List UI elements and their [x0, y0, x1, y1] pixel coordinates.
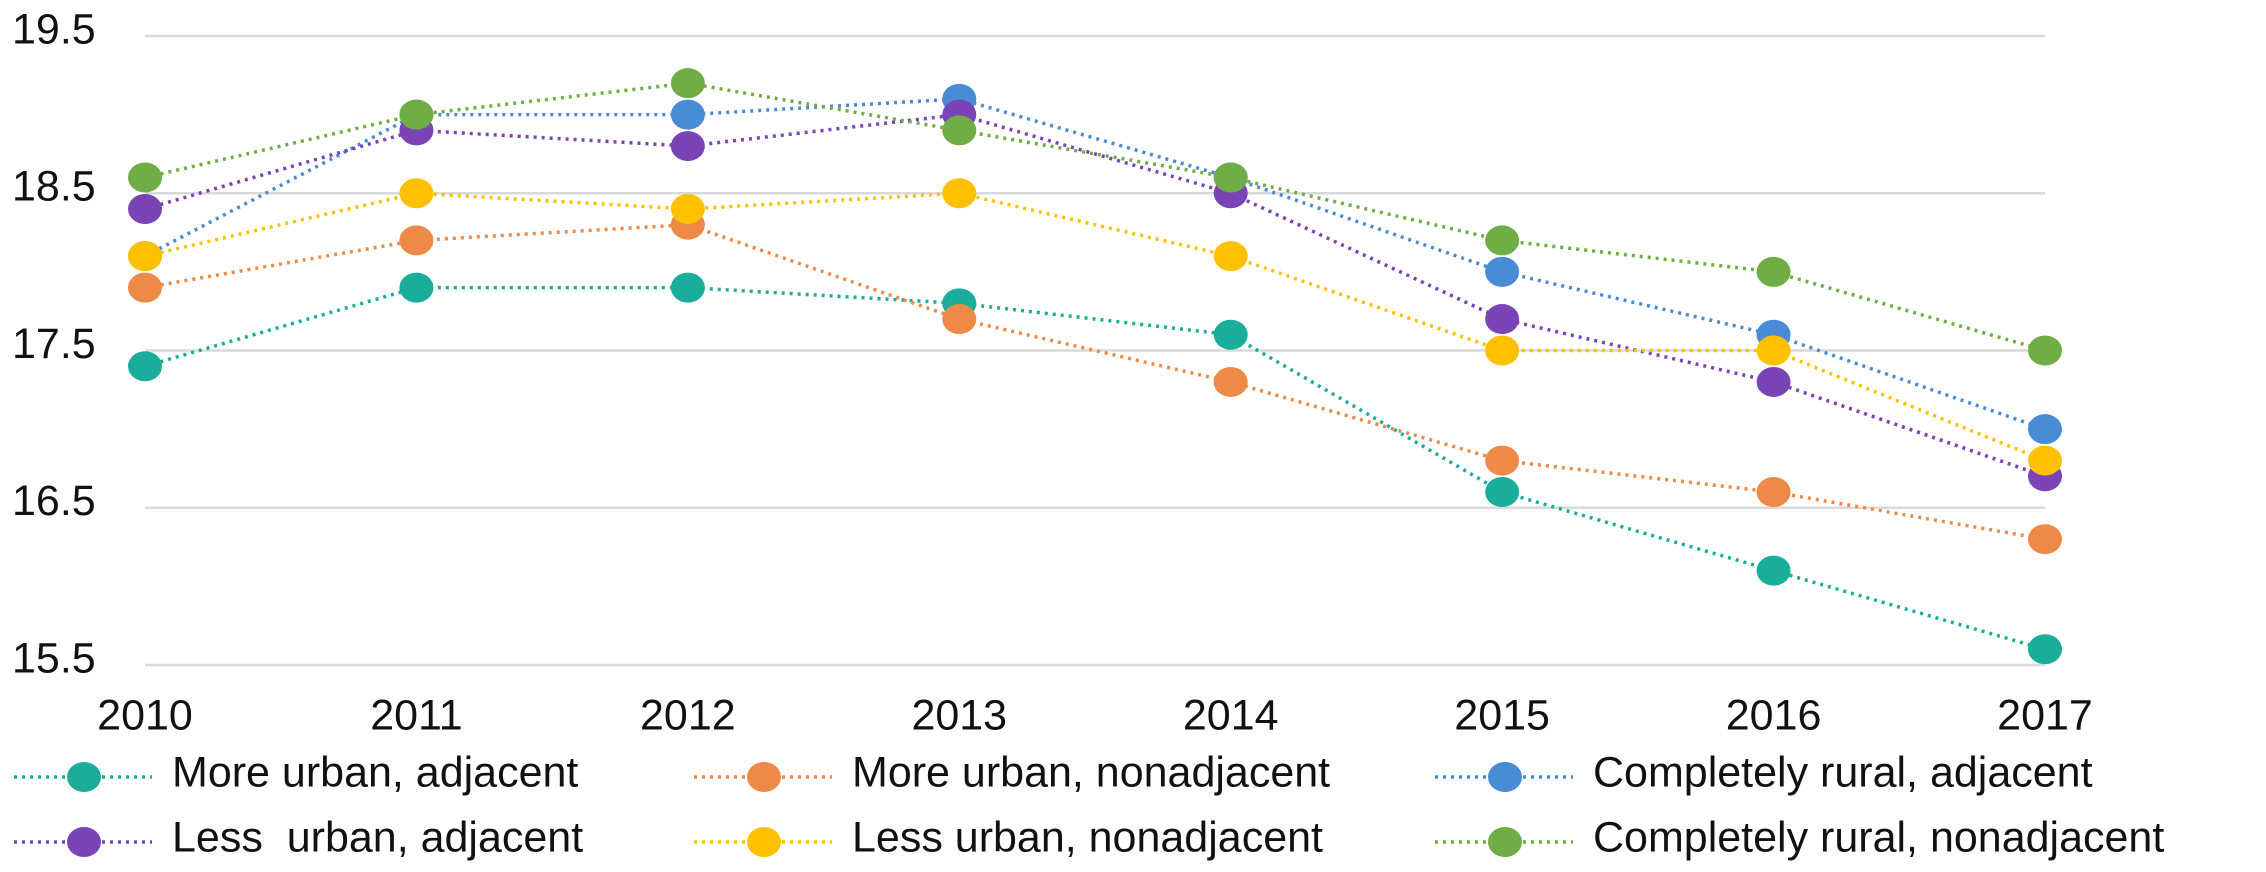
data-point [128, 272, 162, 303]
y-tick-label: 18.5 [12, 163, 96, 211]
series-line [144, 81, 2046, 353]
data-point [670, 272, 705, 303]
data-point [128, 162, 162, 193]
data-point [670, 68, 705, 99]
legend-marker [67, 762, 101, 792]
data-point [670, 131, 705, 162]
data-point [1756, 366, 1791, 397]
x-tick-label: 2011 [370, 691, 462, 739]
data-point [2028, 335, 2062, 366]
data-point [1485, 225, 1520, 256]
x-tick-label: 2013 [911, 691, 1007, 739]
data-point [1213, 319, 1248, 350]
data-point [1213, 366, 1248, 397]
data-point [1485, 335, 1520, 366]
data-point [670, 99, 705, 130]
series-line [144, 112, 2046, 478]
data-point [670, 193, 705, 224]
data-point [128, 193, 162, 224]
data-point [1756, 477, 1791, 508]
data-point [1485, 477, 1520, 508]
x-tick-label: 2010 [97, 691, 193, 739]
data-point [128, 351, 162, 382]
x-tick-label: 2015 [1454, 691, 1550, 739]
y-tick-label: 17.5 [12, 320, 96, 368]
legend-label: More urban, nonadjacent [852, 748, 1330, 796]
data-point [942, 115, 977, 146]
data-point [2028, 414, 2062, 445]
data-point [1756, 555, 1791, 586]
x-tick-label: 2014 [1183, 691, 1279, 739]
data-point [399, 272, 434, 303]
y-tick-label: 19.5 [12, 5, 96, 53]
series-line [144, 285, 2046, 651]
legend-marker [1488, 762, 1522, 792]
data-point [2028, 634, 2062, 665]
series-line [144, 222, 2046, 541]
legend-label: Completely rural, adjacent [1593, 748, 2093, 796]
data-point [1485, 256, 1520, 287]
legend-label: Completely rural, nonadjacent [1593, 813, 2164, 861]
legend-label: More urban, adjacent [172, 748, 578, 796]
data-point [399, 225, 434, 256]
legend-marker [747, 827, 781, 857]
data-point [1213, 162, 1248, 193]
legend-marker [1488, 827, 1522, 857]
data-point [1213, 241, 1248, 272]
legend-label: Less urban, nonadjacent [852, 813, 1323, 861]
data-point [399, 178, 434, 209]
data-point [1756, 335, 1791, 366]
data-point [399, 99, 434, 130]
data-point [128, 241, 162, 272]
x-tick-label: 2012 [640, 691, 736, 739]
data-point [2028, 524, 2062, 555]
data-point [1756, 256, 1791, 287]
data-point [2028, 445, 2062, 476]
legend-label: Less urban, adjacent [172, 813, 583, 861]
x-tick-label: 2017 [1997, 691, 2093, 739]
y-tick-label: 16.5 [12, 477, 96, 525]
data-point [1485, 304, 1520, 335]
series-line [144, 191, 2046, 463]
legend-marker [747, 762, 781, 792]
legend-marker [67, 827, 101, 857]
data-point [942, 304, 977, 335]
y-tick-label: 15.5 [12, 634, 96, 682]
x-tick-label: 2016 [1726, 691, 1822, 739]
data-point [1485, 445, 1520, 476]
data-point [942, 178, 977, 209]
